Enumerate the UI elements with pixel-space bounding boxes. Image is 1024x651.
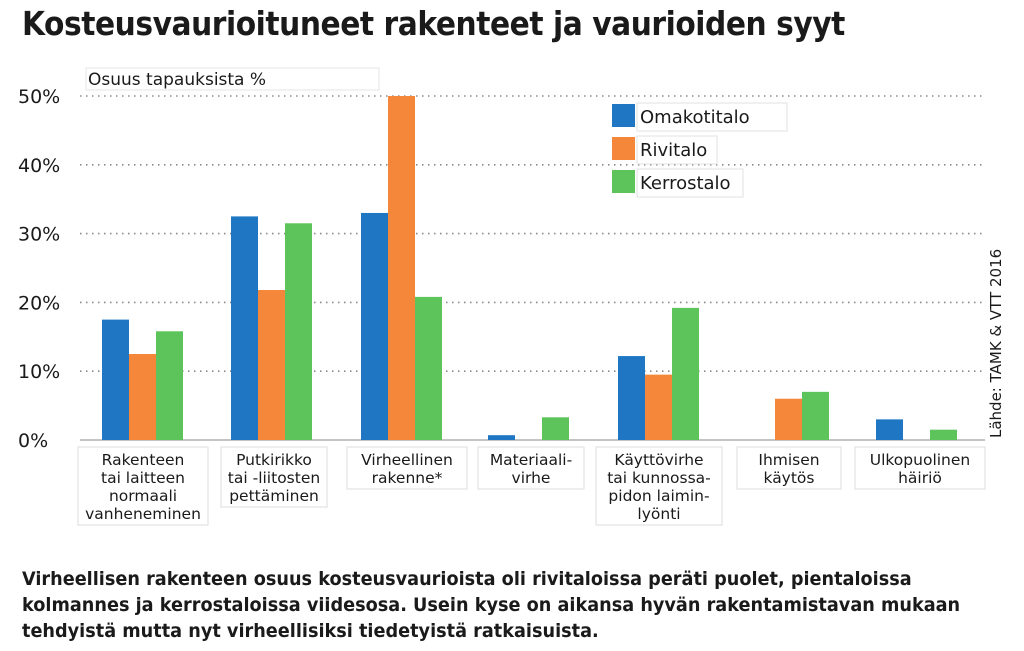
category-label-line: Materiaali- xyxy=(490,451,572,469)
bar-omakotitalo xyxy=(488,435,515,440)
bar-kerrostalo xyxy=(415,296,442,440)
category-label-line: tai kunnossa- xyxy=(607,469,711,487)
legend-swatch xyxy=(612,137,635,160)
bar-omakotitalo xyxy=(102,319,129,440)
bar-kerrostalo xyxy=(285,223,312,440)
category-label-line: lyönti xyxy=(637,505,680,523)
bar-rivitalo xyxy=(258,290,285,440)
category-label-line: rakenne* xyxy=(372,469,443,487)
caption: Virheellisen rakenteen osuus kosteusvaur… xyxy=(22,566,1012,644)
category-label-line: käytös xyxy=(763,469,814,487)
bar-kerrostalo xyxy=(672,307,699,440)
legend-label: Rivitalo xyxy=(640,140,707,161)
category-label-line: pettäminen xyxy=(229,487,319,505)
y-tick-label: 40% xyxy=(18,155,60,177)
category-label-line: Käyttövirhe xyxy=(614,451,703,469)
bar-omakotitalo xyxy=(876,419,903,440)
category-label-line: Putkirikko xyxy=(236,451,312,469)
legend-label-box xyxy=(636,102,788,132)
category-label-line: vanheneminen xyxy=(85,505,201,523)
chart-title: Kosteusvaurioituneet rakenteet ja vaurio… xyxy=(22,4,845,43)
category-label-line: Virheellinen xyxy=(361,451,453,469)
legend-swatch xyxy=(612,170,635,193)
caption-line: kolmannes ja kerrostaloissa viidesosa. U… xyxy=(22,594,961,616)
category-label-line: Ulkopuolinen xyxy=(870,451,971,469)
caption-line: tehdyistä mutta nyt virheellisiksi tiede… xyxy=(22,620,599,642)
bar-kerrostalo xyxy=(156,331,183,440)
category-label-line: häiriö xyxy=(898,469,942,487)
bar-rivitalo xyxy=(388,96,415,440)
bar-rivitalo xyxy=(645,374,672,440)
category-label-box xyxy=(595,446,723,526)
bar-kerrostalo xyxy=(930,429,957,440)
category-label-box xyxy=(77,446,209,526)
bars xyxy=(102,96,957,440)
bar-omakotitalo xyxy=(618,356,645,440)
legend-label: Kerrostalo xyxy=(640,173,731,194)
y-tick-label: 50% xyxy=(18,86,60,108)
bar-omakotitalo xyxy=(361,212,388,440)
bar-omakotitalo xyxy=(231,216,258,440)
y-tick-label: 10% xyxy=(18,361,60,383)
category-label-line: Rakenteen xyxy=(102,451,185,469)
legend-label-box xyxy=(636,168,744,198)
category-label-line: tai laitteen xyxy=(101,469,185,487)
y-axis-label: Osuus tapauksista % xyxy=(88,70,266,90)
bar-kerrostalo xyxy=(802,391,829,440)
category-label-line: virhe xyxy=(512,469,551,487)
gridlines xyxy=(80,95,985,373)
bar-kerrostalo xyxy=(542,417,569,440)
caption-line: Virheellisen rakenteen osuus kosteusvaur… xyxy=(22,568,912,590)
category-label-line: normaali xyxy=(109,487,177,505)
legend: Omakotitalo Rivitalo Kerrostalo xyxy=(612,102,788,198)
y-axis-ticks: 0% 10% 20% 30% 40% 50% xyxy=(18,86,60,452)
legend-label: Omakotitalo xyxy=(640,107,750,128)
bar-chart: 0% 10% 20% 30% 40% 50% Osuus tapauksista % Ra… xyxy=(18,67,1005,526)
category-label-line: pidon laimin- xyxy=(608,487,709,505)
y-tick-label: 0% xyxy=(18,430,48,452)
y-tick-label: 30% xyxy=(18,224,60,246)
bar-rivitalo xyxy=(775,398,802,440)
category-label-line: tai -liitosten xyxy=(228,469,320,487)
category-label-line: Ihmisen xyxy=(758,451,819,469)
legend-label-box xyxy=(636,135,718,165)
bar-rivitalo xyxy=(129,354,156,440)
category-label: Materiaali-virhe xyxy=(477,446,585,490)
source-label: Lähde: TAMK & VTT 2016 xyxy=(987,249,1005,438)
y-axis-label-box: Osuus tapauksista % xyxy=(85,67,380,91)
y-tick-label: 20% xyxy=(18,292,60,314)
category-label-box xyxy=(477,446,585,490)
category-label-box xyxy=(854,446,986,490)
legend-swatch xyxy=(612,104,635,127)
category-label-box xyxy=(346,446,468,490)
category-label-box xyxy=(736,446,842,490)
category-label-box xyxy=(220,446,328,508)
